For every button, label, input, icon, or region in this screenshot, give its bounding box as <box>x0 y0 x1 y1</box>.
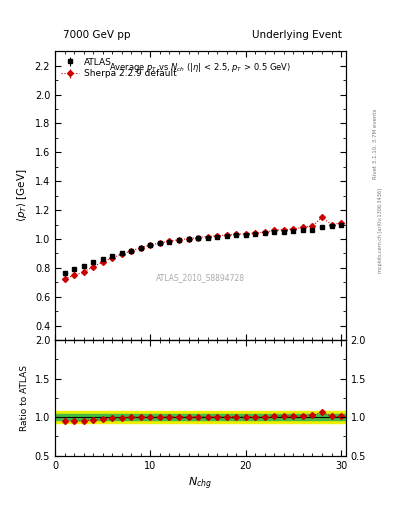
Text: Rivet 3.1.10, 3.7M events: Rivet 3.1.10, 3.7M events <box>373 108 378 179</box>
Text: ATLAS_2010_S8894728: ATLAS_2010_S8894728 <box>156 273 245 282</box>
Text: Average $p_T$ vs $N_{ch}$ ($|\eta|$ < 2.5, $p_T$ > 0.5 GeV): Average $p_T$ vs $N_{ch}$ ($|\eta|$ < 2.… <box>109 61 292 74</box>
Legend: ATLAS, Sherpa 2.2.9 default: ATLAS, Sherpa 2.2.9 default <box>58 54 180 82</box>
Text: 7000 GeV pp: 7000 GeV pp <box>63 30 130 40</box>
Y-axis label: $\langle p_T \rangle$ [GeV]: $\langle p_T \rangle$ [GeV] <box>15 169 29 222</box>
Text: mcplots.cern.ch [arXiv:1306.3436]: mcplots.cern.ch [arXiv:1306.3436] <box>378 188 383 273</box>
Y-axis label: Ratio to ATLAS: Ratio to ATLAS <box>20 365 29 431</box>
Bar <box>55 414 346 420</box>
X-axis label: $N_{chg}$: $N_{chg}$ <box>188 476 213 493</box>
Bar <box>55 411 346 423</box>
Text: Underlying Event: Underlying Event <box>252 30 342 40</box>
